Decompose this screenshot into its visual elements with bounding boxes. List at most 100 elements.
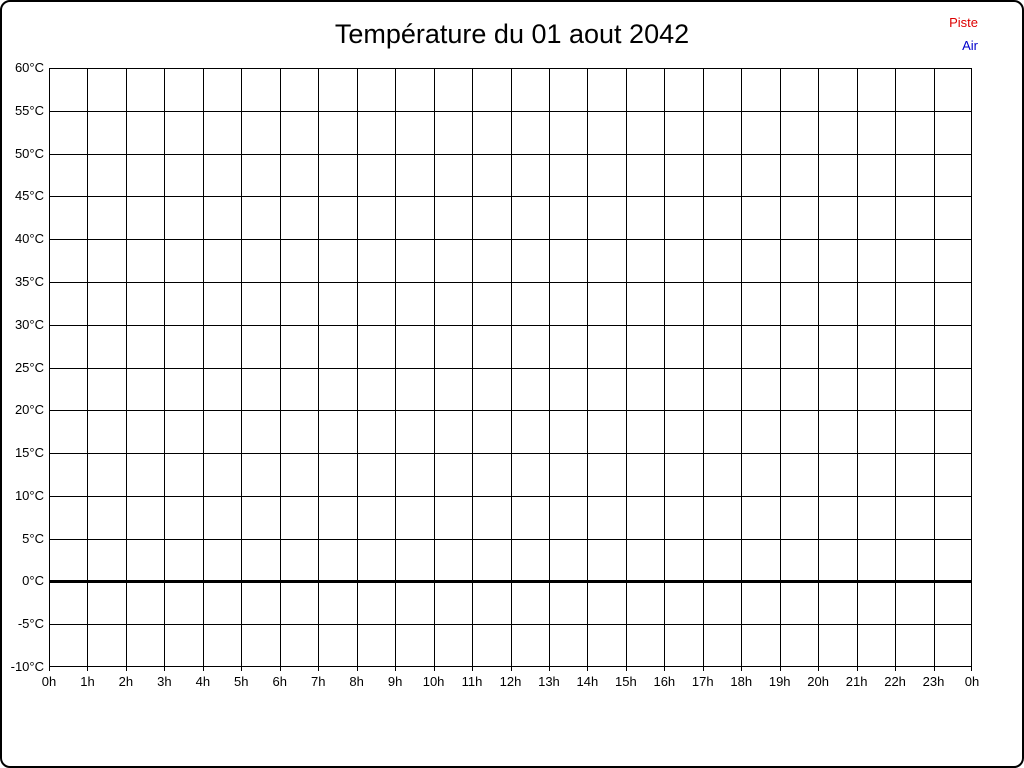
y-axis-label: -10°C [10, 659, 44, 674]
x-axis-tick [626, 667, 627, 671]
grid-line-vertical [857, 68, 858, 667]
x-axis-label: 7h [310, 674, 326, 689]
x-axis-label: 21h [845, 674, 868, 689]
plot-area [49, 68, 972, 671]
y-axis-label: -5°C [17, 616, 44, 632]
grid-line-vertical [934, 68, 935, 667]
grid-line-horizontal [49, 368, 972, 369]
grid-line-horizontal [49, 624, 972, 625]
grid-line-vertical [971, 68, 972, 667]
x-axis-label: 17h [691, 674, 714, 689]
legend-item-air: Air [962, 38, 978, 53]
x-axis-tick [818, 667, 819, 671]
x-axis-tick [780, 667, 781, 671]
y-axis-label: 15°C [14, 445, 44, 461]
x-axis-labels: 0h 1h 2h 3h 4h 5h 6h 7h 8h 9h 10h 11h 12h 13h 14h 15h 16… [42, 674, 979, 694]
x-axis-tick [511, 667, 512, 671]
grid-line-vertical [318, 68, 319, 667]
y-axis-label: 55°C [14, 102, 44, 118]
x-axis-label: 10h [422, 674, 445, 689]
grid-line-horizontal [49, 410, 972, 411]
grid-line-vertical [741, 68, 742, 667]
zero-line [49, 580, 972, 583]
x-axis-tick [126, 667, 127, 671]
grid-line-vertical [895, 68, 896, 667]
x-axis-label: 19h [768, 674, 791, 689]
x-axis-label: 18h [730, 674, 753, 689]
x-axis-tick [971, 667, 972, 671]
grid-line-vertical [87, 68, 88, 667]
grid-line-vertical [664, 68, 665, 667]
x-axis-tick [741, 667, 742, 671]
x-axis-tick [87, 667, 88, 671]
x-axis-tick [664, 667, 665, 671]
x-axis-label: 16h [653, 674, 676, 689]
grid-line-horizontal [49, 325, 972, 326]
grid-line-horizontal [49, 496, 972, 497]
legend-item-piste: Piste [949, 15, 978, 30]
x-axis-tick [895, 667, 896, 671]
x-axis-tick [395, 667, 396, 671]
x-axis-tick [357, 667, 358, 671]
x-axis-tick [203, 667, 204, 671]
grid-line-vertical [587, 68, 588, 667]
x-axis-tick [318, 667, 319, 671]
x-axis-label: 15h [615, 674, 637, 689]
x-axis-tick [472, 667, 473, 671]
chart-title: Température du 01 aout 2042 [334, 19, 690, 49]
grid-line-vertical [780, 68, 781, 667]
grid-line-vertical [203, 68, 204, 667]
y-axis-label: 60°C [14, 60, 44, 75]
y-axis-label: 35°C [14, 273, 44, 289]
x-axis-label: 22h [884, 674, 906, 689]
legend: Piste Air [949, 11, 978, 57]
x-axis-tick [857, 667, 858, 671]
y-axis-label: 5°C [22, 530, 44, 546]
x-axis-tick [549, 667, 550, 671]
x-axis-tick [703, 667, 704, 671]
x-axis-label: 9h [387, 674, 403, 689]
x-axis-label: 23h [922, 674, 945, 689]
grid-line-vertical [357, 68, 358, 667]
grid-line-horizontal [49, 666, 972, 667]
x-axis-label: 2h [118, 674, 134, 689]
x-axis-label: 13h [538, 674, 560, 689]
x-axis-tick [280, 667, 281, 671]
grid-line-vertical [164, 68, 165, 667]
grid-line-vertical [241, 68, 242, 667]
y-axis-label: 10°C [14, 487, 44, 503]
grid-line-vertical [472, 68, 473, 667]
x-axis-label: 6h [272, 674, 287, 689]
y-axis-label: 20°C [14, 402, 44, 418]
y-axis-label: 40°C [14, 231, 44, 247]
x-axis-label: 8h [349, 674, 364, 689]
x-axis-label: 0h [964, 674, 980, 689]
grid-line-vertical [549, 68, 550, 667]
grid-line-horizontal [49, 539, 972, 540]
x-axis-tick [164, 667, 165, 671]
x-axis-label: 20h [807, 674, 830, 689]
x-axis-label: 5h [234, 674, 249, 689]
x-axis-tick [587, 667, 588, 671]
x-axis-tick [241, 667, 242, 671]
grid-line-vertical [818, 68, 819, 667]
x-axis-label: 12h [499, 674, 522, 689]
grid-line-vertical [626, 68, 627, 667]
x-axis-label: 4h [195, 674, 211, 689]
grid-line-vertical [126, 68, 127, 667]
y-axis-label: 45°C [14, 188, 44, 204]
x-axis-label: 14h [576, 674, 599, 689]
grid-line-vertical [280, 68, 281, 667]
x-axis-label: 0h [41, 674, 57, 689]
x-axis-label: 1h [80, 674, 95, 689]
grid-line-horizontal [49, 453, 972, 454]
y-axis-label: 50°C [14, 145, 44, 161]
grid-line-horizontal [49, 68, 972, 69]
x-axis-tick [934, 667, 935, 671]
y-axis-labels: 60°C 55°C 50°C 45°C 40°C 35°C 30°C 25°C 20°C 15°C… [0, 0, 44, 768]
grid-line-vertical [434, 68, 435, 667]
x-axis-tick [434, 667, 435, 671]
grid-line-vertical [49, 68, 50, 667]
grid-line-vertical [703, 68, 704, 667]
grid-line-horizontal [49, 154, 972, 155]
